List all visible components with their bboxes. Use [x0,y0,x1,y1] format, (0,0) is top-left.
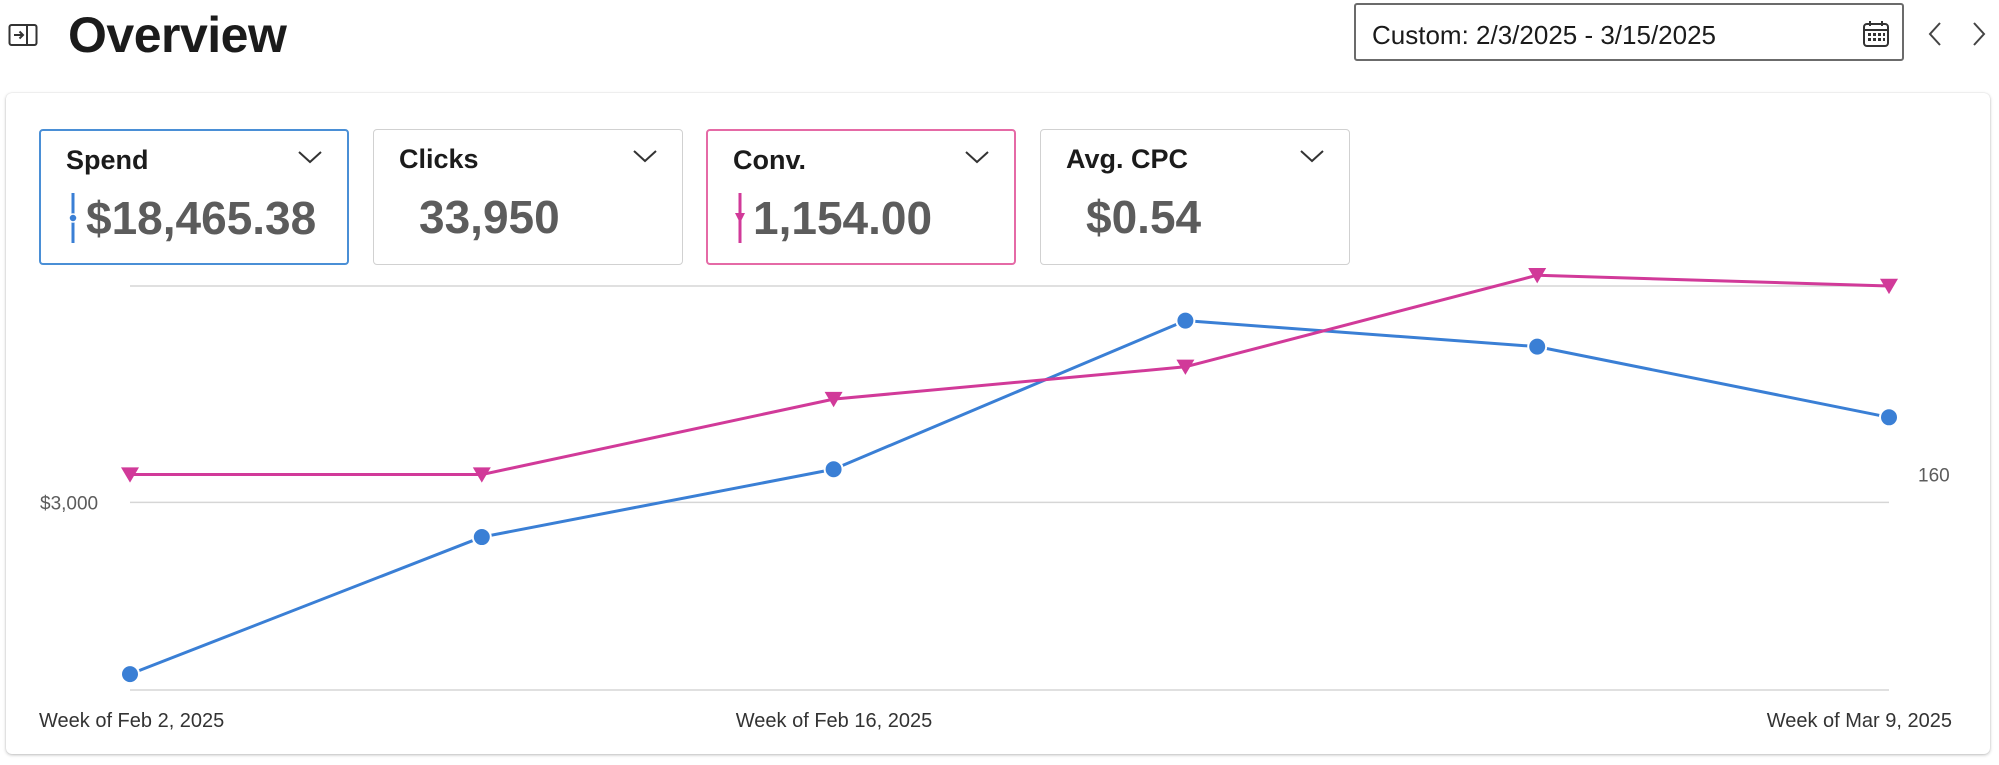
chevron-left-icon [1928,22,1941,46]
series-line-marker-icon [735,193,745,243]
panel-toggle-icon [8,24,38,46]
metric-value: $0.54 [1086,191,1202,243]
series-line [129,319,1890,676]
chevron-down-icon [1300,150,1324,163]
right-axis-tick-label: 160 [1918,466,1950,487]
metric-tile-avg-cpc[interactable]: Avg. CPC $0.54 [1040,129,1350,265]
metric-label: Spend [66,145,149,175]
date-range-text: Custom: 2/3/2025 - 3/15/2025 [1372,20,1717,50]
chevron-down-icon [965,151,989,164]
data-point [471,527,492,548]
metric-label: Conv. [733,145,806,175]
page-title: Overview [68,7,287,63]
performance-line-chart: $3,000 160 Week of Feb 2, 2025 Week of Feb … [39,268,1952,732]
metric-value: 1,154.00 [753,192,933,244]
series-line [130,273,1890,477]
metric-tile-clicks[interactable]: Clicks 33,950 [373,129,683,265]
chevron-right-icon [1973,22,1986,46]
panel-toggle-button[interactable] [8,22,38,48]
left-axis-tick-label: $3,000 [40,493,98,514]
data-point [120,664,140,685]
date-range-picker[interactable]: Custom: 2/3/2025 - 3/15/2025 [1354,3,1904,61]
chevron-down-icon [633,150,657,163]
metric-label: Avg. CPC [1066,144,1189,174]
data-point [823,459,844,480]
data-point [1879,407,1899,428]
chevron-down-icon [298,151,322,164]
page-header: Overview Custom: 2/3/2025 - 3/15/2025 [0,0,1999,90]
data-point [472,467,491,483]
data-point [1176,359,1195,375]
metric-tile-conversions[interactable]: Conv. 1,154.00 [706,129,1016,265]
data-point [1527,336,1548,357]
next-period-button[interactable] [1962,14,1996,54]
data-point [824,391,843,408]
data-point [1175,310,1196,331]
metric-tile-spend[interactable]: Spend $18,465.38 [39,129,349,265]
data-point [121,467,139,483]
series-line-marker-icon [68,193,78,243]
data-point [1880,278,1898,295]
metric-value: $18,465.38 [86,192,317,244]
data-point [1528,268,1547,284]
x-axis-tick-label: Week of Mar 9, 2025 [1767,710,1952,732]
previous-period-button[interactable] [1918,14,1952,54]
x-axis-tick-label: Week of Feb 16, 2025 [736,710,932,732]
metric-value: 33,950 [419,191,560,243]
calendar-icon [1863,21,1889,47]
x-axis-tick-label: Week of Feb 2, 2025 [39,710,224,732]
overview-card: Spend $18,465.38 Clicks 33,950 Conv. 1,1… [6,93,1990,754]
metric-label: Clicks [399,144,479,174]
